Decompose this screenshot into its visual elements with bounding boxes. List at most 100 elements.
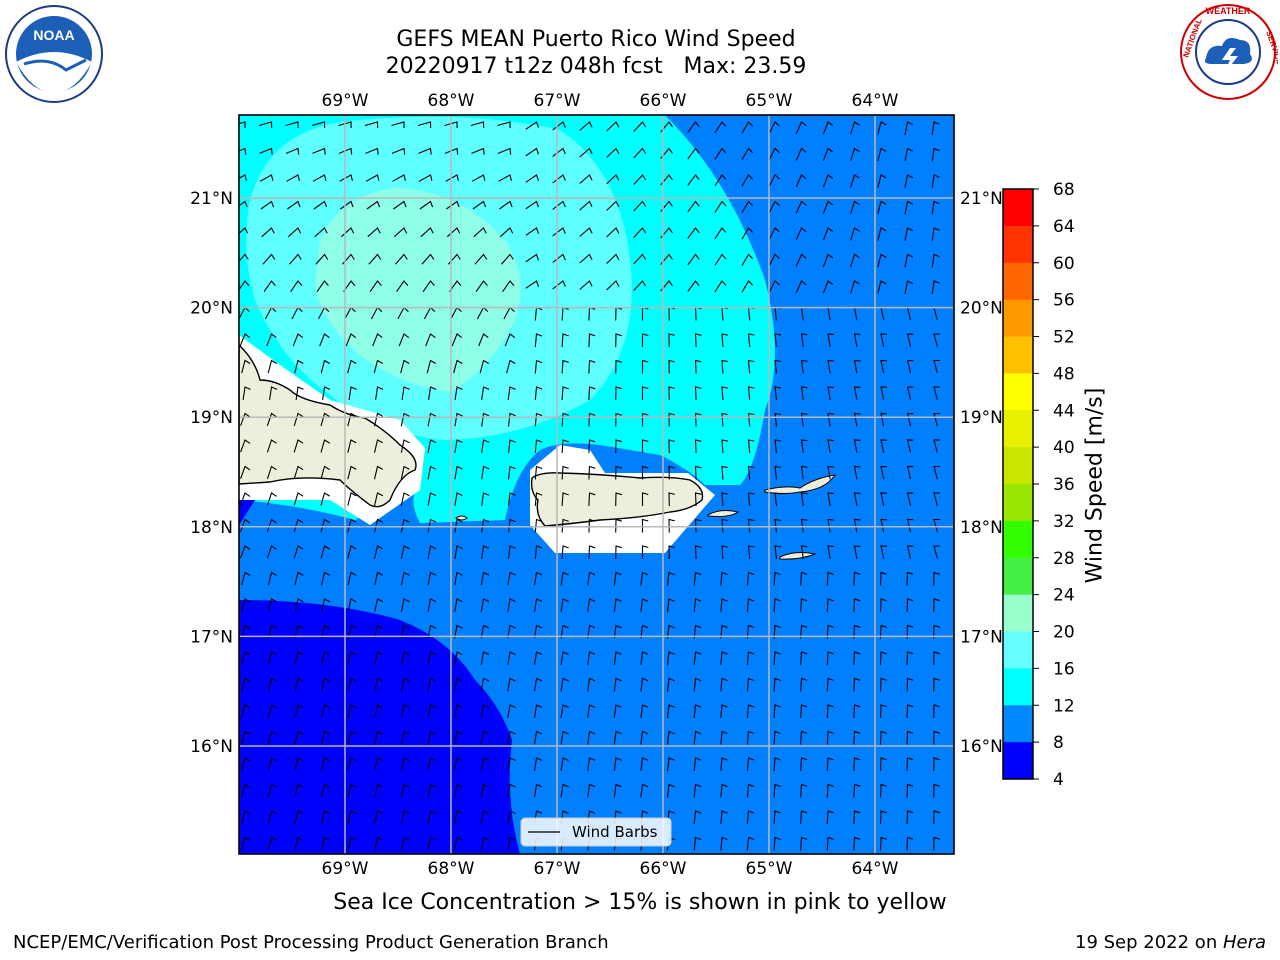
wind-barb (588, 465, 596, 480)
wind-barb (400, 518, 410, 533)
wind-barb (615, 439, 622, 454)
wind-barb (266, 518, 277, 532)
wind-barb (879, 810, 887, 825)
wind-barb (343, 280, 356, 293)
wind-barb (400, 704, 410, 718)
island-st-croix (779, 552, 817, 560)
wind-barb (347, 518, 357, 533)
wind-barb (641, 439, 649, 453)
wind-barb (481, 492, 490, 506)
wind-barb (613, 783, 622, 798)
wind-barb (606, 200, 620, 211)
wind-barb (720, 704, 728, 718)
wind-barb (714, 253, 727, 266)
wind-barb (313, 200, 328, 210)
wind-barb (853, 783, 861, 798)
wind-barb (931, 147, 940, 162)
wind-barb (320, 359, 330, 374)
wind-barb (694, 518, 702, 533)
wind-barb (347, 836, 357, 851)
wind-barb (795, 174, 807, 188)
wind-barb (267, 810, 277, 824)
wind-barb (613, 571, 622, 586)
wind-barb (721, 386, 729, 401)
wind-barb (240, 518, 251, 532)
wind-barb (241, 571, 251, 586)
wind-barb (347, 810, 357, 824)
wind-barb (880, 333, 888, 347)
wind-barb (640, 598, 649, 612)
wind-barb (933, 704, 940, 719)
wind-barb (427, 836, 437, 851)
wind-barb (666, 757, 675, 771)
wind-barb (525, 200, 540, 210)
wind-barb (481, 465, 490, 480)
wind-barb (347, 704, 357, 718)
island-vieques (707, 510, 740, 517)
wind-barb (561, 439, 569, 454)
wind-barb (374, 836, 384, 851)
lat-label-right: 20°N (960, 299, 1003, 319)
wind-barb (774, 412, 781, 427)
wind-barb (933, 730, 940, 745)
wind-barb (795, 280, 807, 294)
wind-barb (241, 359, 251, 374)
wind-barb (741, 200, 754, 213)
wind-barb (579, 280, 593, 290)
band-20-24 (315, 188, 521, 392)
wind-barb (293, 439, 304, 453)
wind-barb (579, 200, 593, 211)
wind-barb (347, 412, 357, 427)
wind-barb (904, 227, 914, 241)
wind-barb (800, 333, 808, 347)
wind-barb (286, 174, 300, 182)
colorbar-tick-label: 60 (1053, 254, 1075, 274)
wind-barb (668, 465, 675, 480)
wind-barb (320, 677, 331, 692)
wind-barb (694, 412, 702, 427)
wind-barb (239, 174, 247, 181)
wind-barb (560, 571, 569, 586)
colorbar-tick-label: 68 (1053, 180, 1075, 200)
wind-barb (499, 200, 513, 210)
wind-barb (294, 598, 304, 612)
wind-barb (746, 677, 755, 692)
wind-barb (880, 359, 888, 374)
wind-barb (741, 121, 754, 134)
wind-barb (262, 253, 276, 265)
wind-barb (320, 518, 330, 533)
wind-barb (294, 571, 304, 586)
wind-barb (641, 386, 649, 400)
wind-barb (904, 280, 914, 294)
wind-barb (239, 333, 251, 347)
wind-barb (266, 465, 277, 479)
wind-barb (666, 598, 675, 612)
wind-barb (826, 598, 834, 613)
wind-barb (533, 651, 543, 665)
wind-barb (502, 280, 515, 293)
wind-barb (312, 147, 326, 155)
wind-barb (320, 810, 331, 824)
wind-barb (668, 518, 675, 533)
wind-barb (266, 439, 277, 453)
wind-barb (240, 412, 251, 426)
wind-barb (422, 280, 435, 293)
wind-barb (239, 147, 247, 155)
wind-barb (822, 147, 834, 161)
wind-barb (348, 386, 357, 400)
wind-barb (853, 333, 861, 347)
wind-barb (427, 545, 437, 559)
wind-barb (933, 439, 940, 453)
wind-barb (721, 412, 729, 427)
wind-barb (747, 412, 755, 427)
wind-barb (242, 386, 251, 400)
wind-barb (800, 624, 808, 639)
wind-barb (427, 704, 437, 718)
lat-label-right: 18°N (960, 518, 1003, 538)
wind-barb (475, 280, 488, 293)
wind-barb (746, 651, 755, 666)
wind-barb (721, 359, 729, 374)
wind-barb (454, 704, 463, 718)
wind-barb (400, 571, 410, 586)
colorbar-segment (1003, 299, 1033, 337)
